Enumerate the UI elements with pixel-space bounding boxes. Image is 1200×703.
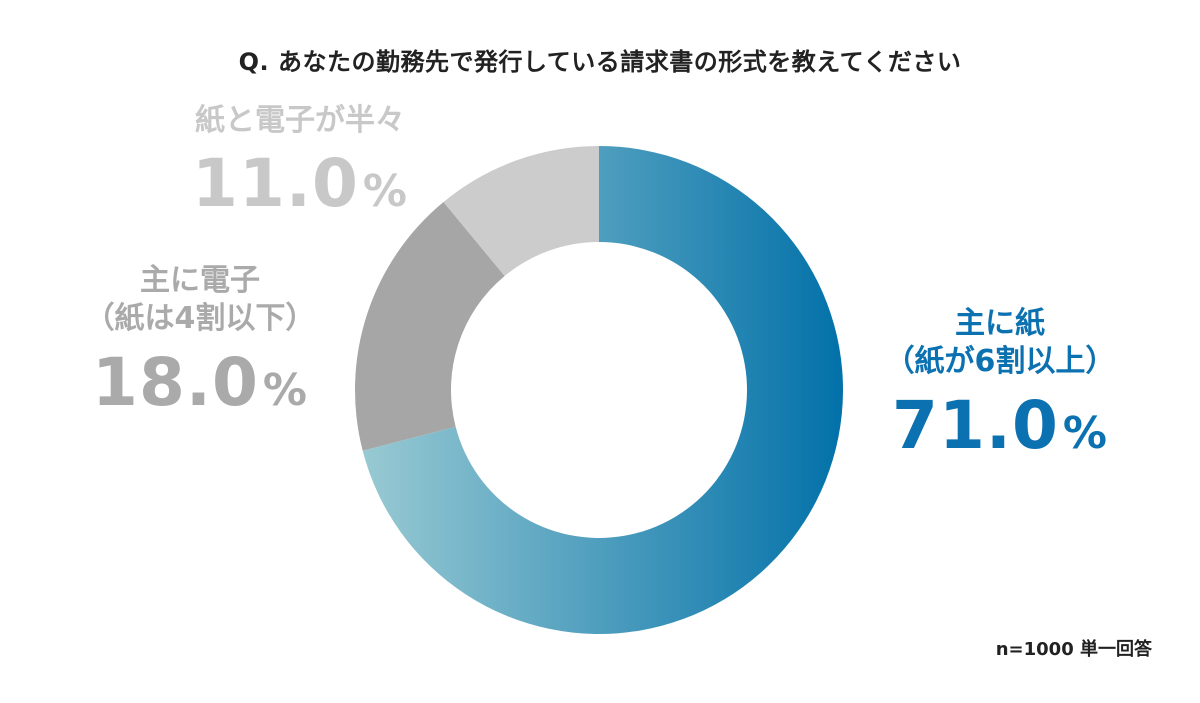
slice-mainly-electronic <box>354 201 505 451</box>
chart-title: Q. あなたの勤務先で発行している請求書の形式を教えてください <box>238 48 962 76</box>
label-half-and-half-value: 11.0% <box>192 145 408 223</box>
label-mainly-paper: 主に紙 （紙が6割以上） 71.0% <box>860 305 1140 468</box>
label-mainly-paper-value: 71.0% <box>892 386 1108 464</box>
label-mainly-electronic-name: 主に電子 <box>140 263 260 298</box>
slice-half-and-half <box>443 146 599 276</box>
label-mainly-electronic: 主に電子 （紙は4割以下） 18.0% <box>60 262 340 425</box>
sample-note: n=1000 単一回答 <box>995 639 1152 660</box>
label-mainly-paper-sub: （紙が6割以上） <box>884 344 1116 380</box>
label-half-and-half-name: 紙と電子が半々 <box>195 103 405 138</box>
label-mainly-paper-name: 主に紙 <box>955 306 1045 341</box>
label-mainly-electronic-sub: （紙は4割以下） <box>84 301 316 337</box>
label-half-and-half: 紙と電子が半々 11.0% <box>150 102 450 227</box>
label-mainly-electronic-value: 18.0% <box>92 343 308 421</box>
slice-mainly-paper <box>362 146 843 634</box>
